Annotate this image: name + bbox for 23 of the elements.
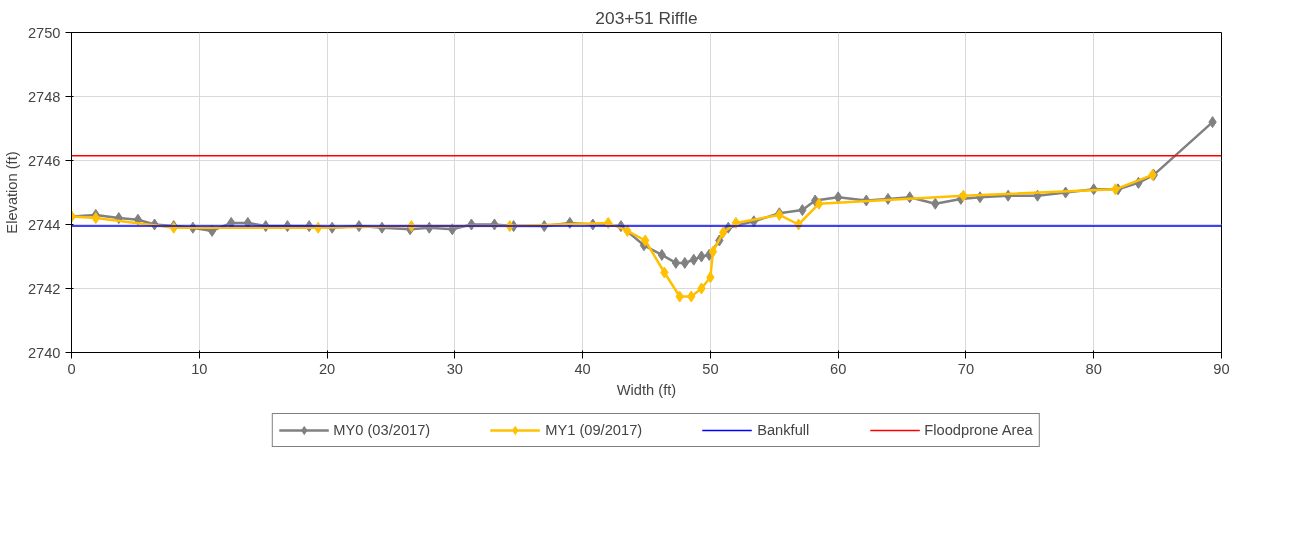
- y-axis-title: Elevation (ft): [3, 151, 20, 234]
- legend-label: MY1 (09/2017): [545, 422, 643, 438]
- x-tick-label: 0: [67, 360, 76, 377]
- x-tick-label: 10: [191, 360, 208, 377]
- x-tick-label: 80: [1085, 360, 1102, 377]
- chart-title: 203+51 Riffle: [595, 7, 698, 28]
- y-tick-label: 2742: [27, 280, 61, 297]
- x-tick-label: 30: [446, 360, 463, 377]
- x-axis-title: Width (ft): [616, 381, 677, 398]
- x-tick-label: 40: [574, 360, 591, 377]
- legend-label: Bankfull: [757, 422, 810, 438]
- y-tick-label: 2750: [27, 24, 61, 41]
- x-tick-label: 70: [957, 360, 975, 377]
- y-tick-label: 2746: [27, 152, 61, 169]
- legend-label: MY0 (03/2017): [333, 422, 431, 438]
- x-tick-label: 20: [318, 360, 336, 377]
- x-tick-label: 50: [702, 360, 719, 377]
- legend-label: Floodprone Area: [924, 422, 1033, 438]
- x-tick-label: 60: [830, 360, 847, 377]
- y-tick-label: 2748: [27, 88, 61, 105]
- y-tick-label: 2744: [27, 216, 61, 233]
- y-tick-label: 2740: [27, 344, 61, 361]
- x-tick-label: 90: [1213, 360, 1230, 377]
